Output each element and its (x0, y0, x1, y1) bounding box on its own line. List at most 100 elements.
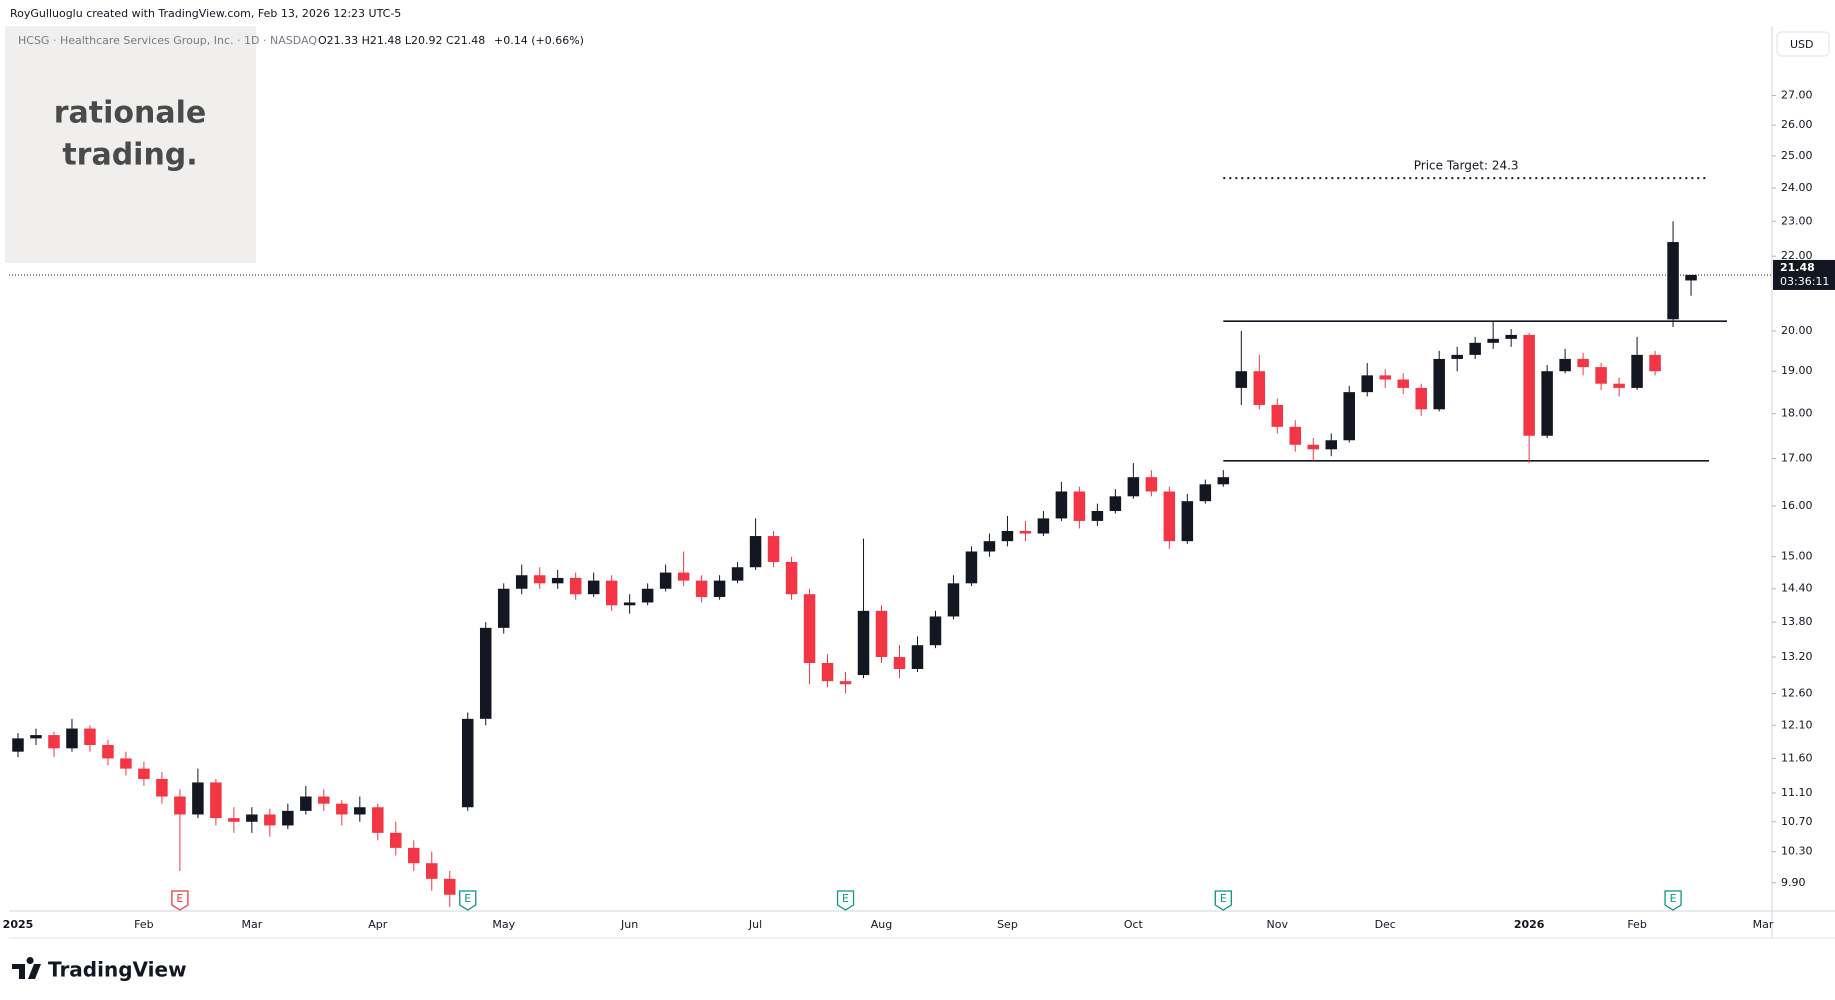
candle-body (1073, 491, 1086, 521)
x-tick-label: Apr (368, 918, 388, 931)
candle-body (893, 657, 906, 669)
candle-body (983, 541, 996, 552)
candle-body (12, 738, 24, 752)
candle-body (713, 580, 726, 597)
candle-body (1595, 367, 1607, 384)
candle-body (1613, 383, 1625, 388)
candle-body (228, 818, 240, 822)
candle-body (120, 758, 132, 769)
candle-body (156, 778, 168, 797)
candle-body (102, 744, 114, 759)
candle-body (1451, 354, 1463, 359)
candle-body (1397, 379, 1409, 388)
candle-body (1541, 371, 1553, 436)
candle-body (372, 807, 384, 833)
candle-body (1199, 484, 1212, 502)
x-tick-label: 2026 (1514, 918, 1545, 931)
x-tick-label: Oct (1124, 918, 1144, 931)
candle-body (731, 567, 744, 581)
candle-body (605, 580, 618, 606)
ohlc-legend: O21.33 H21.48 L20.92 C21.48 (318, 34, 485, 47)
candle-body (1523, 334, 1535, 436)
symbol-legend: HCSG · Healthcare Services Group, Inc. ·… (18, 34, 317, 47)
currency-box[interactable] (1776, 31, 1830, 57)
y-tick-label: 25.00 (1781, 149, 1813, 162)
candle-body (1415, 387, 1427, 410)
candle-body (1577, 358, 1589, 368)
candle-body (1019, 530, 1032, 534)
candle-body (641, 588, 654, 603)
candle-body (1307, 444, 1320, 450)
brand-logo (12, 957, 41, 979)
x-tick-label: Mar (1753, 918, 1774, 931)
y-tick-label: 15.00 (1781, 550, 1813, 563)
currency: USD (1790, 38, 1814, 51)
candle-body (929, 616, 942, 646)
earnings-badge (171, 890, 189, 911)
x-tick-label: May (492, 918, 515, 931)
candle-body (839, 681, 852, 685)
earnings-badge (1664, 890, 1682, 911)
x-tick-label: Jun (620, 918, 638, 931)
earnings-label: E (842, 892, 849, 905)
candle-body (318, 796, 330, 804)
candle-body (1289, 426, 1302, 445)
candle-body (246, 814, 258, 822)
candle-body (210, 782, 222, 819)
candle-body (1559, 358, 1571, 372)
candle-body (587, 580, 600, 595)
candle-body (569, 577, 582, 595)
x-tick-label: Feb (1627, 918, 1646, 931)
y-tick-label: 11.10 (1781, 786, 1813, 799)
candle-body (1145, 477, 1158, 492)
watermark-line: rationale (54, 96, 207, 131)
x-tick-label: Sep (997, 918, 1018, 931)
y-tick-label: 26.00 (1781, 118, 1813, 131)
candle-body (138, 768, 150, 779)
candle-body (821, 662, 834, 682)
candle-body (1487, 338, 1499, 343)
y-tick-label: 20.00 (1781, 324, 1813, 337)
y-tick-label: 14.40 (1781, 582, 1813, 595)
y-tick-label: 22.00 (1781, 249, 1813, 262)
x-tick-label: Jul (748, 918, 762, 931)
candle-body (192, 782, 204, 815)
candle-body (1109, 496, 1122, 511)
y-tick-label: 12.60 (1781, 687, 1813, 700)
candle-body (533, 575, 546, 584)
candle-body (785, 561, 798, 595)
candles (12, 221, 1697, 907)
candle-body (1325, 440, 1338, 450)
candle-body (1505, 334, 1517, 339)
candle-body (1685, 274, 1697, 281)
y-tick-label: 23.00 (1781, 214, 1813, 227)
candle-body (1631, 354, 1643, 388)
candle-body (551, 577, 564, 584)
candle-body (1001, 530, 1014, 542)
candle-body (1091, 510, 1104, 521)
candle-body (677, 572, 690, 581)
candle-body (875, 610, 888, 658)
candle-body (443, 878, 456, 895)
candle-body (1253, 371, 1266, 405)
last-price-label: 21.48 (1780, 261, 1815, 274)
candle-body (66, 728, 78, 749)
candle-body (282, 810, 294, 826)
change-legend: +0.14 (+0.66%) (494, 34, 584, 47)
candle-body (408, 847, 420, 864)
candle-body (1379, 375, 1391, 380)
candle-body (1217, 477, 1230, 485)
y-tick-label: 17.00 (1781, 451, 1813, 464)
candle-body (1037, 518, 1050, 534)
countdown-label: 03:36:11 (1780, 275, 1829, 288)
credit: RoyGulluoglu created with TradingView.co… (10, 7, 401, 20)
candle-body (426, 863, 438, 879)
candle-body (695, 580, 708, 597)
candle-body (1667, 242, 1679, 320)
candle-body (1235, 371, 1248, 388)
watermark-line: trading. (62, 138, 197, 173)
y-tick-label: 11.60 (1781, 751, 1813, 764)
candle-body (497, 588, 510, 628)
